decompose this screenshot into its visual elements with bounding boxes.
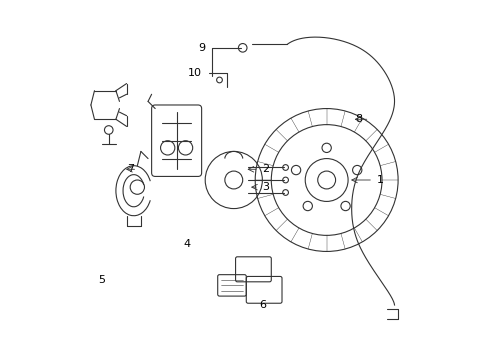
Text: 1: 1 bbox=[376, 175, 383, 185]
Text: 8: 8 bbox=[354, 114, 362, 124]
Text: 7: 7 bbox=[126, 164, 134, 174]
Text: 10: 10 bbox=[187, 68, 201, 78]
Text: 6: 6 bbox=[258, 300, 265, 310]
Text: 3: 3 bbox=[262, 182, 269, 192]
Text: 9: 9 bbox=[198, 43, 205, 53]
Text: 5: 5 bbox=[98, 275, 105, 285]
Text: 4: 4 bbox=[183, 239, 190, 249]
Text: 2: 2 bbox=[262, 164, 269, 174]
